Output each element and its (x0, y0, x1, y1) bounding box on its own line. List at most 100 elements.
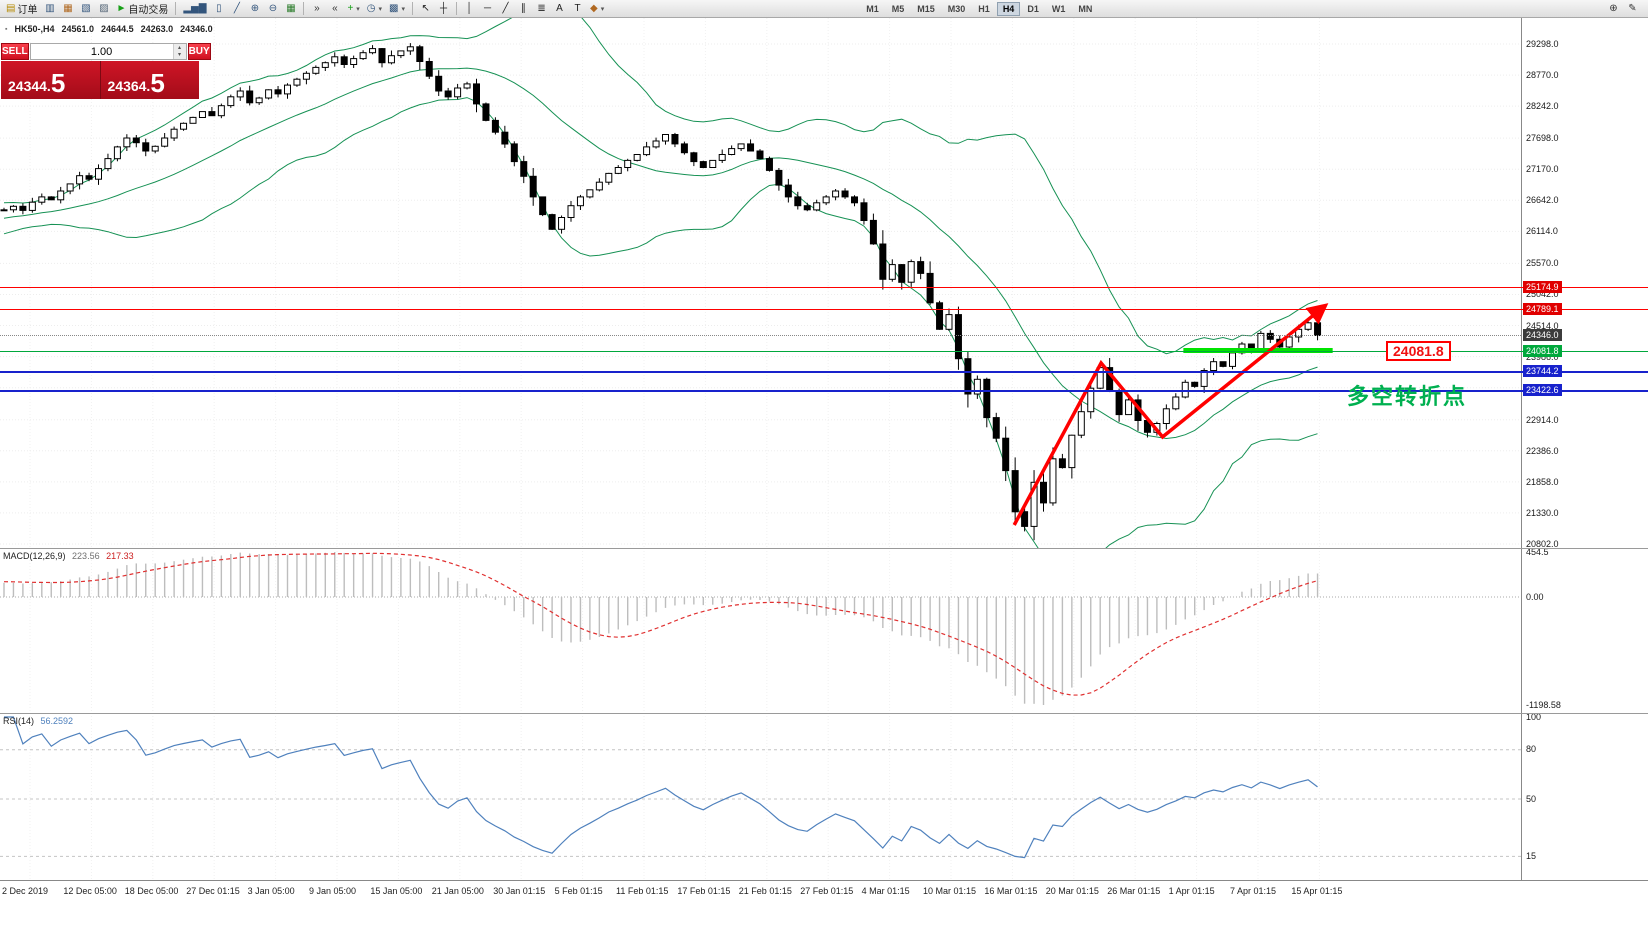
timeframe-group: M1 M5 M15 M30 H1 H4 D1 W1 MN (860, 1, 1098, 16)
time-axis[interactable]: 2 Dec 2019 12 Dec 05:00 18 Dec 05:00 27 Dec… (0, 880, 1648, 943)
volume-up-button[interactable]: ▴ (173, 44, 186, 52)
rsi-scale-label: 100 (1526, 712, 1542, 722)
rsi-scale-label: 50 (1526, 794, 1537, 804)
toolbar-market-watch[interactable]: ▦ (59, 1, 76, 17)
toolbar-chart-candles[interactable]: ▯ (210, 1, 227, 17)
volume-input[interactable] (30, 44, 173, 59)
timeframe-m1[interactable]: M1 (866, 3, 879, 14)
toolbar-chart-shift[interactable]: « (326, 1, 343, 17)
price-line-label: 25174.9 (1523, 280, 1562, 293)
toolbar-search[interactable]: ⊕ (1605, 1, 1622, 17)
main-price-chart[interactable] (0, 18, 1521, 548)
toolbar-new-post[interactable]: ✎ (1624, 1, 1641, 17)
macd-indicator-pane[interactable] (0, 548, 1521, 713)
price-line-label: 23422.6 (1523, 383, 1562, 396)
toolbar-cursor[interactable]: ↖ (417, 1, 434, 17)
buy-price-button[interactable]: 24364. 5 (100, 61, 199, 99)
navigator-icon: ▧ (81, 2, 91, 14)
cursor-icon: ↖ (421, 2, 430, 14)
toolbar-trendline[interactable]: ╱ (497, 1, 514, 17)
horizontal-line-object[interactable] (0, 309, 1648, 311)
zoom-out-icon: ⊖ (268, 2, 278, 14)
toolbar-fibonacci[interactable]: ≣ (533, 1, 550, 17)
time-axis-label: 5 Feb 01:15 (554, 886, 603, 896)
toolbar-new-order[interactable]: ▤ 订单 (3, 1, 40, 17)
toolbar-zoom-in[interactable]: ⊕ (246, 1, 263, 17)
time-axis-label: 20 Mar 01:15 (1045, 886, 1099, 896)
sell-price-button[interactable]: 24344. 5 (1, 61, 101, 99)
toolbar-chart-bars[interactable]: ▂▅▇ (180, 1, 209, 17)
support-price-callout[interactable]: 24081.8 (1386, 341, 1451, 361)
timeframe-w1[interactable]: W1 (1051, 3, 1066, 14)
timeframe-mn[interactable]: MN (1078, 3, 1093, 14)
price-tick: 24514.0 (1526, 320, 1559, 331)
timeframe-m5[interactable]: M5 (891, 3, 905, 14)
toolbar-grid[interactable]: ▦ (282, 1, 299, 17)
chart-ohlc-header: ▪ HK50-,H4 24561.0 24644.5 24263.0 24346… (5, 24, 213, 34)
timeframe-m30[interactable]: M30 (947, 3, 966, 14)
time-axis-label: 3 Jan 05:00 (247, 886, 295, 896)
toolbar-indicators[interactable]: + ▾ (344, 1, 362, 17)
chart-shift-icon: « (332, 2, 338, 14)
chart-profiles-icon: ▥ (45, 2, 55, 14)
time-axis-label: 18 Dec 05:00 (124, 886, 179, 896)
dropdown-arrow-icon: ▾ (356, 5, 360, 13)
text-icon: A (556, 2, 563, 14)
toolbar-chart-profiles[interactable]: ▥ (41, 1, 58, 17)
buy-button[interactable]: BUY (187, 43, 211, 60)
price-line-label: 24789.1 (1523, 303, 1562, 316)
timeframe-d1[interactable]: D1 (1027, 3, 1039, 14)
auto-trading-icon: ► (116, 2, 127, 14)
time-axis-label: 27 Feb 01:15 (800, 886, 854, 896)
macd-label: MACD(12,26,9) 223.56 217.33 (3, 551, 134, 561)
toolbar-navigator[interactable]: ▧ (77, 1, 94, 17)
volume-box: ▴ ▾ (29, 43, 187, 60)
toolbar-horizontal-line[interactable]: ─ (479, 1, 496, 17)
toolbar-templates[interactable]: ▩ ▾ (386, 1, 408, 17)
horizontal-line-object[interactable] (0, 286, 1648, 288)
toolbar-text-label[interactable]: T (569, 1, 586, 17)
toolbar-vertical-line[interactable]: │ (461, 1, 478, 17)
buy-price: 24364. (107, 78, 151, 94)
turning-point-annotation: 多空转折点 (1347, 385, 1468, 410)
toolbar-auto-scroll[interactable]: » (308, 1, 325, 17)
pane-separator[interactable] (0, 713, 1648, 714)
toolbar-arrows[interactable]: ◆ ▾ (587, 1, 607, 17)
toolbar-text[interactable]: A (551, 1, 568, 17)
chart-workspace: 29298.0 28770.0 28242.0 27698.0 27170.0 26642… (0, 18, 1648, 943)
price-scale[interactable]: 29298.0 28770.0 28242.0 27698.0 27170.0 26642… (1521, 18, 1648, 880)
pane-separator[interactable] (0, 548, 1648, 549)
rsi-indicator-pane[interactable] (0, 713, 1521, 880)
horizontal-line-object[interactable] (0, 370, 1648, 373)
toolbar-zoom-out[interactable]: ⊖ (264, 1, 281, 17)
price-tick: 25042.0 (1526, 289, 1559, 300)
price-tick: 22386.0 (1526, 445, 1559, 456)
time-axis-label: 15 Apr 01:15 (1291, 886, 1343, 896)
time-axis-label: 7 Apr 01:15 (1230, 886, 1277, 896)
market-watch-icon: ▦ (63, 2, 73, 14)
timeframe-h1[interactable]: H1 (978, 3, 990, 14)
horizontal-line-object[interactable] (0, 350, 1648, 352)
chart-open: 24561.0 (61, 24, 95, 34)
timeframe-m15[interactable]: M15 (917, 3, 935, 14)
sell-button[interactable]: SELL (1, 43, 29, 60)
toolbar-crosshair[interactable]: ┼ (435, 1, 452, 17)
toolbar-terminal[interactable]: ▨ (95, 1, 112, 17)
zoom-in-icon: ⊕ (250, 2, 260, 14)
price-tick: 27698.0 (1526, 133, 1559, 144)
toolbar-auto-trading[interactable]: ► 自动交易 (113, 1, 171, 17)
toolbar-periods[interactable]: ◷ ▾ (364, 1, 385, 17)
timeframe-h4[interactable]: H4 (996, 1, 1021, 16)
price-tick: 29298.0 (1526, 39, 1559, 49)
terminal-icon: ▨ (99, 2, 109, 14)
toolbar-chart-line[interactable]: ╱ (228, 1, 245, 17)
price-tick: 28242.0 (1526, 101, 1559, 112)
volume-down-button[interactable]: ▾ (173, 51, 186, 59)
price-line-label: 24081.8 (1523, 344, 1562, 357)
time-axis-label: 21 Feb 01:15 (738, 886, 792, 896)
dropdown-arrow-icon: ▾ (600, 5, 605, 13)
fibonacci-icon: ≣ (537, 2, 546, 14)
buy-price-pip: 5 (150, 68, 165, 98)
toolbar-equidistant-channel[interactable]: ∥ (515, 1, 532, 17)
horizontal-line-object[interactable] (0, 389, 1648, 392)
